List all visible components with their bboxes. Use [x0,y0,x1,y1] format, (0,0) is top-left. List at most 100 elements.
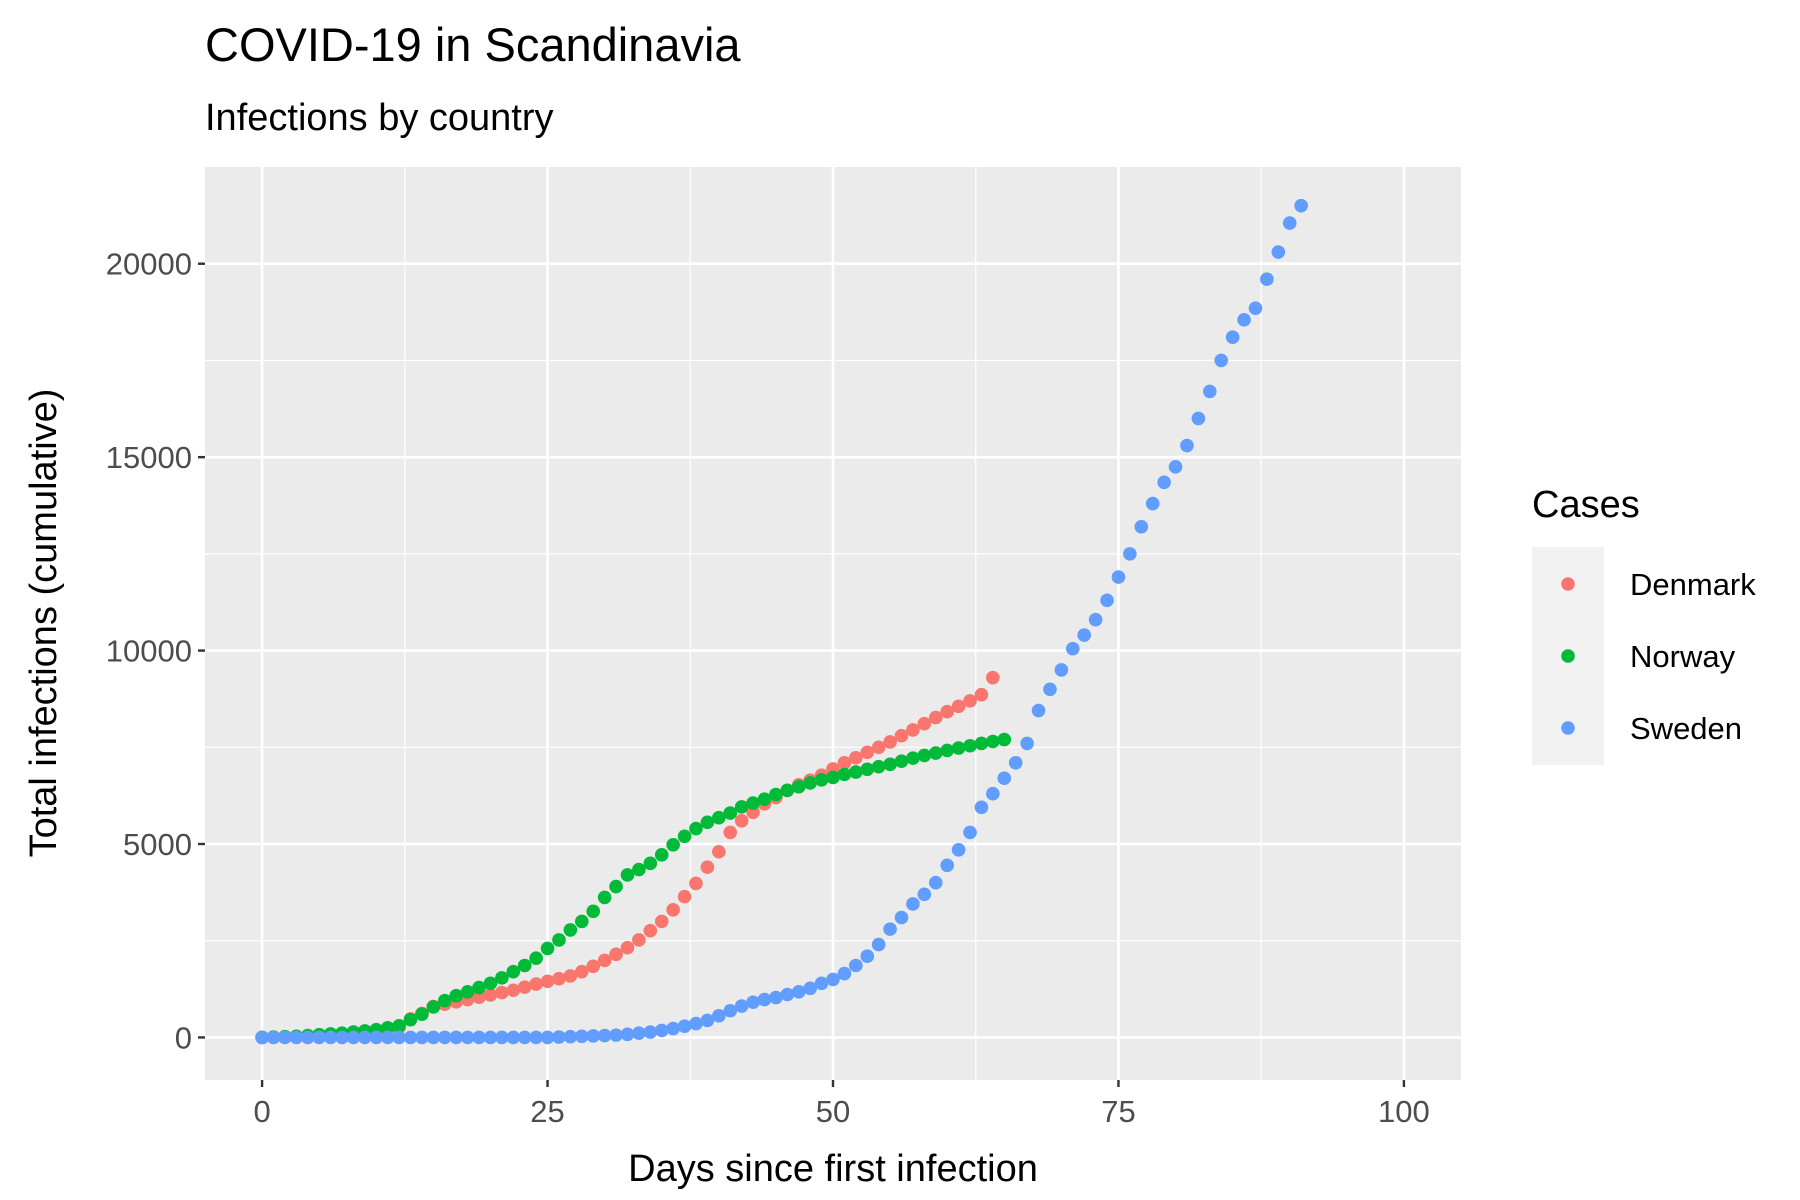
data-point-sweden [928,875,943,890]
data-point-sweden [1134,519,1149,534]
data-point-norway [780,783,795,798]
data-point-sweden [586,1029,601,1043]
chart-title: COVID-19 in Scandinavia [205,18,741,71]
data-point-sweden [1031,703,1046,718]
data-point-norway [849,765,863,779]
data-point-norway [563,923,578,937]
data-point-denmark [540,974,555,989]
data-point-sweden [951,843,966,857]
data-point-denmark [871,740,886,755]
data-point-sweden [1180,438,1194,453]
data-point-norway [426,1000,441,1014]
data-point-sweden [1008,755,1023,770]
x-tick-label: 75 [1101,1094,1135,1129]
data-point-norway [928,746,943,760]
data-point-sweden [1145,496,1160,511]
y-tick-label: 10000 [106,634,192,669]
data-point-norway [403,1012,418,1027]
data-point-norway [917,748,932,763]
data-point-sweden [1282,216,1297,230]
data-point-sweden [849,958,863,973]
data-point-sweden [369,1030,384,1045]
data-point-norway [963,738,977,753]
data-point-norway [769,787,783,802]
series-sweden [255,198,1308,1045]
data-point-sweden [575,1029,589,1044]
y-tick-label: 5000 [123,827,192,862]
data-point-sweden [460,1030,475,1045]
data-point-sweden [1294,198,1308,213]
data-point-sweden [666,1021,680,1036]
x-axis: 0 25 50 75 100 [253,1080,1430,1129]
data-point-norway [757,792,772,806]
data-point-denmark [928,710,943,725]
data-point-sweden [643,1025,658,1039]
data-point-denmark [689,876,703,891]
data-point-sweden [712,1008,726,1023]
data-point-norway [940,743,954,758]
data-point-denmark [974,687,989,702]
data-point-sweden [1065,641,1080,656]
data-point-denmark [666,902,680,917]
data-point-denmark [552,971,566,986]
data-point-denmark [677,889,692,904]
data-point-norway [712,810,726,825]
data-point-norway [814,772,829,787]
data-point-sweden [1248,301,1263,316]
data-point-sweden [1225,330,1240,345]
data-point-denmark [837,755,852,770]
data-point-sweden [426,1030,441,1045]
legend-key-denmark [1561,577,1575,591]
data-point-norway [997,732,1012,747]
data-point-norway [437,993,452,1008]
data-point-norway [791,779,806,794]
data-point-norway [906,751,920,765]
data-point-norway [449,988,464,1003]
data-point-sweden [300,1030,315,1045]
data-point-sweden [746,995,760,1010]
data-point-sweden [552,1030,566,1044]
data-point-sweden [883,922,897,936]
data-point-norway [380,1020,395,1035]
data-point-denmark [472,990,486,1005]
data-point-denmark [632,933,646,947]
data-point-norway [677,829,692,844]
data-point-sweden [1088,612,1103,627]
data-point-denmark [940,704,954,719]
x-tick-label: 50 [816,1094,850,1129]
data-point-sweden [906,897,920,911]
data-point-denmark [609,947,623,962]
legend-label-denmark: Denmark [1630,567,1756,602]
x-tick-label: 0 [253,1094,270,1129]
data-point-norway [552,933,566,947]
data-point-denmark [723,825,738,840]
legend-key-norway [1561,649,1575,663]
data-point-sweden [1260,272,1274,286]
data-point-sweden [529,1030,543,1045]
data-point-denmark [517,980,532,994]
data-point-denmark [734,814,749,828]
data-point-denmark [495,985,509,1000]
data-point-sweden [1043,682,1057,697]
data-point-sweden [620,1027,635,1042]
data-point-denmark [712,844,726,859]
data-point-sweden [986,786,1000,801]
data-point-denmark [917,716,932,731]
data-point-sweden [734,999,749,1013]
data-point-sweden [1157,475,1171,490]
data-point-norway [746,796,760,810]
data-point-sweden [1168,460,1183,474]
legend: Cases Denmark Norway Sweden [1532,484,1756,765]
y-tick-label: 15000 [106,440,192,475]
data-point-sweden [415,1030,429,1045]
data-point-denmark [643,923,658,938]
legend-title: Cases [1532,484,1640,526]
data-point-sweden [1214,353,1229,368]
data-point-denmark [597,953,612,968]
data-point-sweden [506,1030,521,1045]
data-point-sweden [1100,593,1114,608]
data-point-sweden [1191,411,1206,426]
data-point-norway [654,848,669,862]
data-point-norway [860,762,875,777]
